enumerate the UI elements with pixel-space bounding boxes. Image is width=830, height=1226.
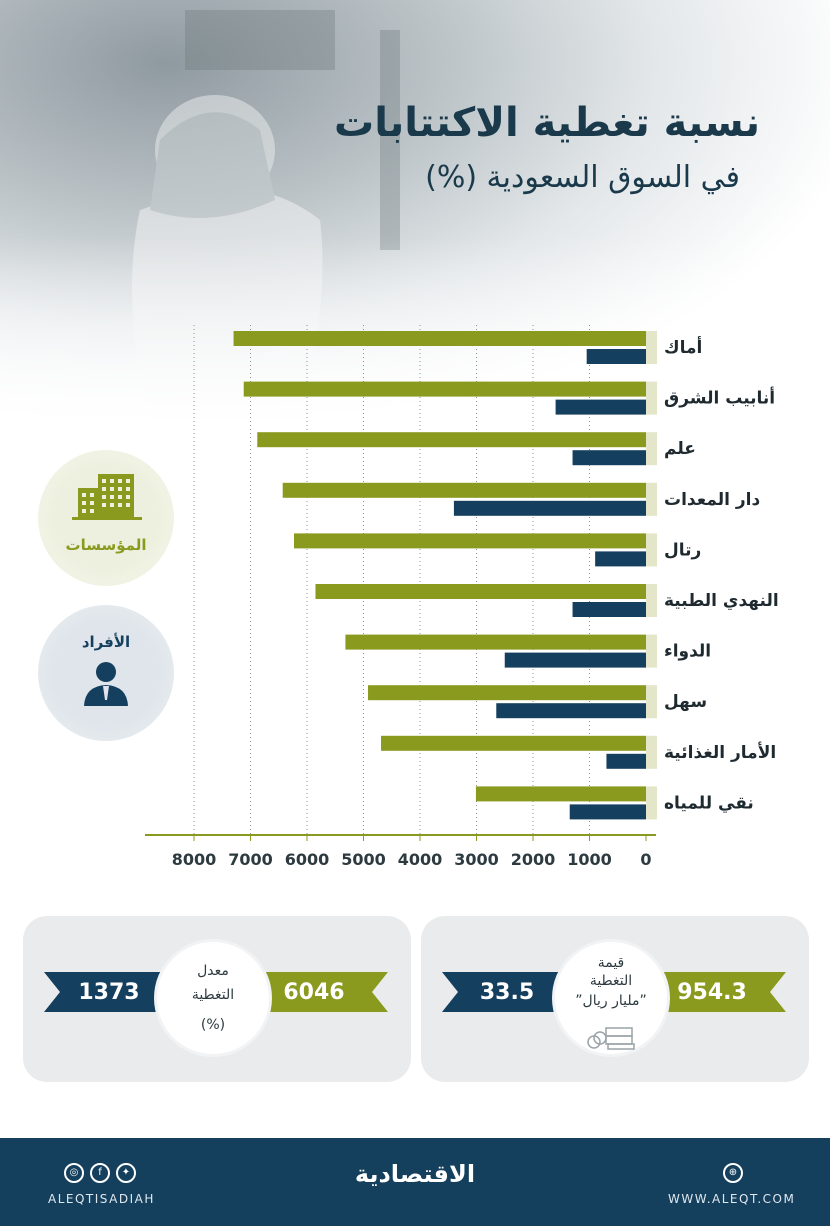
footer-bar <box>0 1138 830 1226</box>
bar-individuals <box>572 450 646 466</box>
bar-institutions <box>282 482 646 498</box>
legend-individuals-label: الأفراد <box>81 633 131 651</box>
bar-chart: 0 1000 2000 3000 4000 5000 6000 7000 8000 أماك أنا… <box>145 325 779 869</box>
x-tick-label: 4000 <box>398 850 443 869</box>
category-label: علم <box>664 439 696 459</box>
bar-institutions <box>381 735 646 751</box>
bar-individuals <box>555 399 646 415</box>
category-label: رتال <box>664 540 701 560</box>
value-label-line1: قيمة <box>597 955 625 971</box>
x-tick-label: 2000 <box>511 850 556 869</box>
x-tick-label: 0 <box>640 850 651 869</box>
category-label: نقي للمياه <box>664 793 754 813</box>
footer-handle[interactable]: ALEQTISADIAH <box>48 1192 155 1206</box>
building-icon <box>72 474 142 520</box>
x-tick-label: 8000 <box>172 850 217 869</box>
bar-individuals <box>586 349 646 364</box>
brand-logo: الاقتصادية <box>354 1160 476 1188</box>
category-tab <box>646 685 657 719</box>
bar-individuals <box>606 753 646 769</box>
footer-website[interactable]: WWW.ALEQT.COM <box>668 1192 796 1206</box>
rate-individuals-value: 1373 <box>44 972 174 1012</box>
x-tick-label: 7000 <box>228 850 273 869</box>
rate-center-circle <box>157 942 269 1054</box>
x-tick-label: 1000 <box>567 850 612 869</box>
bar-individuals <box>496 703 646 719</box>
hero-fade <box>0 0 830 430</box>
category-label: الدواء <box>664 642 711 662</box>
bar-individuals <box>453 500 646 516</box>
value-individuals-value: 33.5 <box>442 972 572 1012</box>
category-label: أنابيب الشرق <box>664 387 775 409</box>
rate-label-line1: معدل <box>197 963 229 979</box>
x-tick-label: 6000 <box>285 850 330 869</box>
value-label-line3: ”مليار ريال” <box>575 993 647 1009</box>
person-icon <box>84 662 128 706</box>
bar-institutions <box>475 786 646 802</box>
category-tab <box>646 786 657 820</box>
category-tab <box>646 584 657 617</box>
bar-individuals <box>595 551 646 567</box>
bar-institutions <box>233 331 647 346</box>
category-label: الأمار الغذائية <box>664 742 776 763</box>
bar-individuals <box>504 652 646 668</box>
category-label: سهل <box>664 692 707 712</box>
category-tab <box>646 432 657 466</box>
rate-label-line2: التغطية <box>191 987 235 1003</box>
bar-institutions <box>294 533 646 549</box>
money-stack-icon <box>587 1027 635 1050</box>
bar-institutions <box>243 381 646 397</box>
category-tab <box>646 381 657 415</box>
bar-institutions <box>368 685 646 701</box>
bar-institutions <box>315 584 646 599</box>
facebook-icon[interactable]: f <box>90 1163 110 1183</box>
x-tick-label: 5000 <box>341 850 386 869</box>
bar-individuals <box>569 804 646 820</box>
category-tab <box>646 482 657 516</box>
category-label: النهدي الطبية <box>664 591 779 611</box>
bar-institutions <box>345 634 646 650</box>
globe-icon[interactable]: ⊕ <box>723 1163 743 1183</box>
legend-institutions-label: المؤسسات <box>65 536 147 554</box>
instagram-icon[interactable]: ◎ <box>64 1163 84 1183</box>
rate-label-line3: (%) <box>200 1017 226 1033</box>
category-label: دار المعدات <box>664 490 760 510</box>
chart-title: نسبة تغطية الاكتتابات <box>334 100 760 146</box>
x-tick-label: 3000 <box>454 850 499 869</box>
category-tab <box>646 735 657 769</box>
twitter-icon[interactable]: ✦ <box>116 1163 136 1183</box>
category-tab <box>646 331 657 364</box>
bar-institutions <box>257 432 646 448</box>
value-label-line2: التغطية <box>589 973 633 989</box>
category-tab <box>646 634 657 668</box>
category-label: أماك <box>664 336 702 358</box>
category-tab <box>646 533 657 567</box>
bar-individuals <box>572 602 646 617</box>
chart-subtitle: في السوق السعودية (%) <box>425 160 740 195</box>
